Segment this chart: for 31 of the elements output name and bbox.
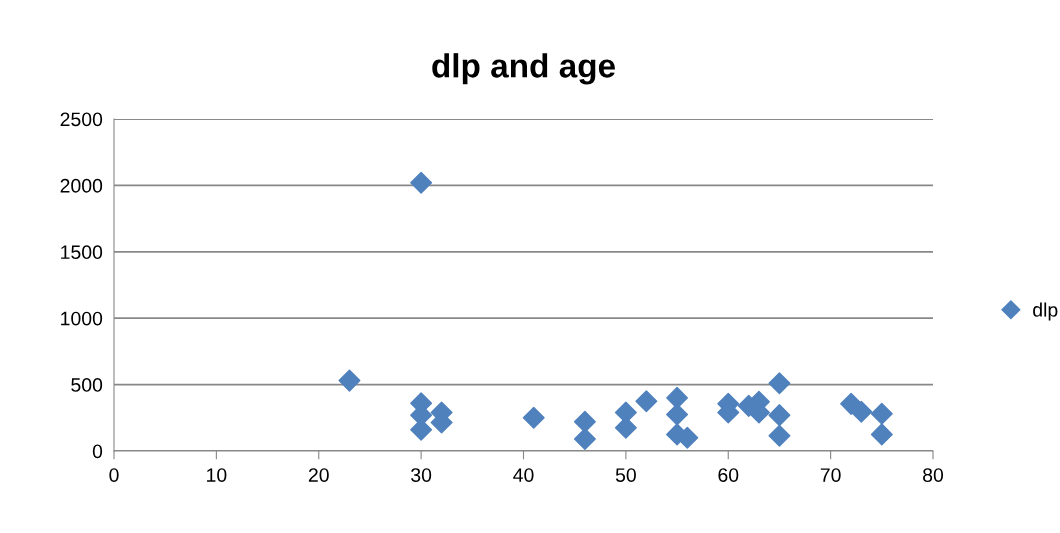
point [870, 423, 893, 446]
y-tick-label: 2000 [60, 178, 103, 193]
x-tick-label: 30 [411, 468, 432, 482]
x-tick-label: 0 [109, 468, 119, 482]
y-tick-label: 2500 [60, 112, 103, 127]
x-tick-label: 20 [308, 468, 329, 482]
x-tick-label: 40 [513, 468, 534, 482]
point [410, 171, 433, 194]
point [338, 369, 361, 392]
x-tick-label: 50 [615, 468, 636, 482]
y-tick-label: 1000 [61, 311, 103, 326]
point [768, 404, 791, 427]
point [666, 403, 689, 426]
point [850, 400, 873, 423]
point [870, 402, 893, 425]
point [768, 372, 791, 395]
point [573, 410, 596, 433]
point [635, 390, 658, 413]
point [522, 406, 545, 429]
x-tick-label: 80 [923, 468, 944, 482]
point [573, 428, 596, 451]
y-tick-label: 500 [71, 378, 103, 392]
x-tick-label: 70 [820, 468, 841, 482]
x-tick-label: 60 [718, 468, 739, 482]
chart-title: dlp and age [432, 53, 615, 85]
point [768, 424, 791, 447]
y-tick-label: 0 [92, 444, 103, 459]
x-tick-label: 10 [207, 468, 227, 482]
y-tick-label: 1500 [61, 245, 103, 260]
legend-label: dlp [1033, 302, 1058, 321]
point [666, 386, 689, 409]
